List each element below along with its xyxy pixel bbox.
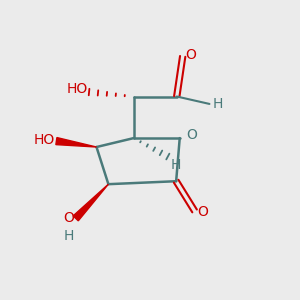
Text: H: H bbox=[212, 97, 223, 111]
Text: HO: HO bbox=[34, 133, 55, 147]
Text: HO: HO bbox=[66, 82, 88, 96]
Text: H: H bbox=[171, 158, 181, 172]
Text: O: O bbox=[186, 48, 196, 62]
Polygon shape bbox=[56, 138, 97, 147]
Text: O: O bbox=[63, 212, 74, 225]
Text: H: H bbox=[64, 229, 74, 243]
Text: O: O bbox=[186, 128, 197, 142]
Polygon shape bbox=[73, 184, 108, 221]
Text: O: O bbox=[198, 206, 208, 219]
